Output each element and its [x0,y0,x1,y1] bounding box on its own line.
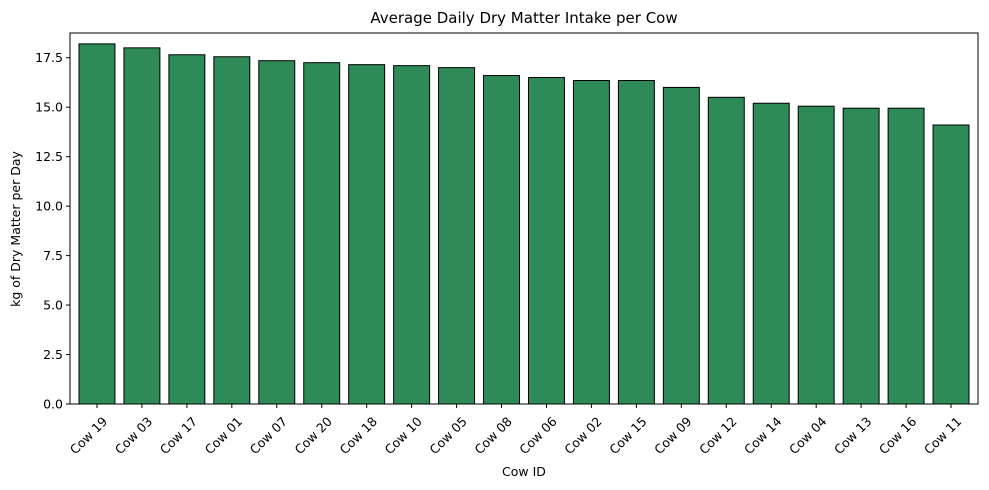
bar-cow-13 [842,107,880,405]
x-tick-label: Cow 08 [471,414,515,458]
x-tick-label: Cow 09 [651,414,695,458]
x-axis-title: Cow ID [502,464,546,479]
x-tick-label: Cow 20 [292,414,336,458]
x-tick-label: Cow 17 [157,414,200,457]
bar-cow-15 [617,79,655,405]
bar-cow-18 [348,64,386,405]
bar-cow-03 [123,47,161,405]
y-axis: 0.0 2.5 5.0 7.5 10.0 12.5 15.0 17.5 [35,50,70,412]
bar-cow-11 [932,124,970,405]
bar-cow-04 [797,105,835,405]
x-axis: Cow 19 Cow 03 Cow 17 Cow 01 Cow 07 Cow 20 Cow … [67,404,964,458]
x-tick-label: Cow 04 [786,414,830,458]
x-tick-label: Cow 11 [921,414,964,457]
x-tick-label: Cow 19 [67,414,111,458]
bar-cow-06 [527,77,565,405]
bars-group [78,43,970,405]
x-tick-label: Cow 15 [606,414,649,457]
bar-cow-05 [438,67,476,405]
x-tick-label: Cow 14 [741,414,785,458]
chart-title: Average Daily Dry Matter Intake per Cow [370,9,677,27]
y-tick-label: 5.0 [43,298,63,313]
y-tick-label: 15.0 [35,100,63,115]
y-axis-title: kg of Dry Matter per Day [8,151,23,307]
y-tick-label: 0.0 [43,397,63,412]
bar-cow-14 [752,102,790,405]
x-tick-label: Cow 07 [247,414,290,457]
x-tick-label: Cow 13 [831,414,874,457]
y-tick-label: 12.5 [35,149,63,164]
bar-cow-20 [303,62,341,405]
bar-cow-16 [887,107,925,405]
y-tick-label: 2.5 [43,347,63,362]
x-tick-label: Cow 06 [516,414,560,458]
y-tick-label: 10.0 [35,199,63,214]
bar-cow-08 [483,75,521,405]
bar-cow-10 [393,65,431,405]
y-tick-label: 7.5 [43,248,63,263]
y-tick-label: 17.5 [35,50,63,65]
bar-cow-02 [572,79,610,405]
plot-frame [69,32,979,405]
x-tick-label: Cow 16 [876,414,920,458]
bar-cow-09 [662,86,700,405]
x-tick-label: Cow 05 [426,414,469,457]
x-tick-label: Cow 10 [381,414,425,458]
x-tick-label: Cow 02 [561,414,604,457]
bar-cow-07 [258,60,296,405]
bar-cow-19 [78,43,116,405]
bar-cow-17 [168,54,206,405]
bar-cow-12 [707,96,745,405]
x-tick-label: Cow 12 [696,414,739,457]
x-tick-label: Cow 18 [337,414,381,458]
bar-cow-01 [213,56,251,405]
x-tick-label: Cow 01 [202,414,245,457]
x-tick-label: Cow 03 [112,414,155,457]
